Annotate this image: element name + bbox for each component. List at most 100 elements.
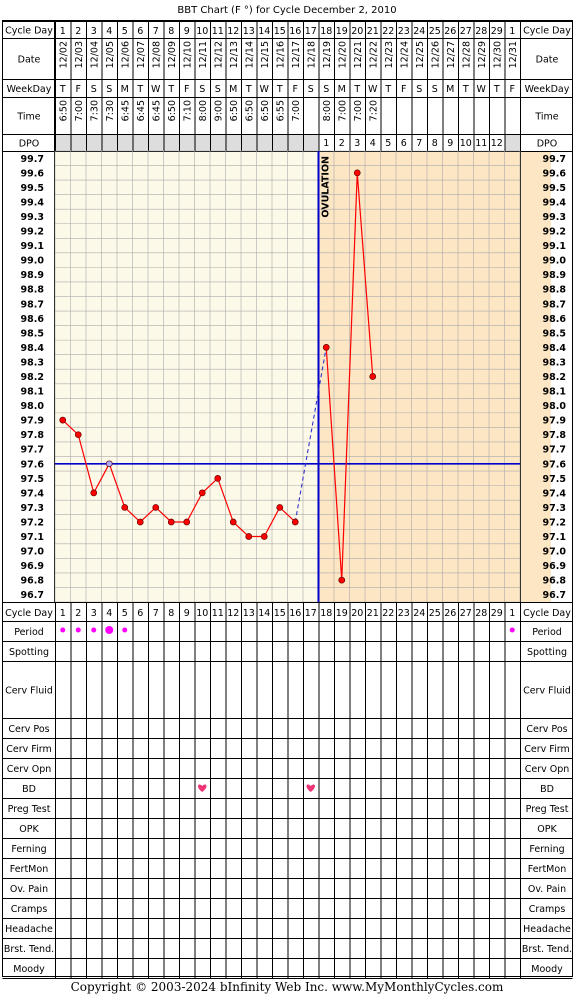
date-label: 12/05 [105, 41, 116, 68]
symptom-label: Headache [5, 924, 53, 935]
symptom-label: BD [22, 784, 36, 795]
time-label: 7:20 [368, 100, 379, 121]
symptom-label: Spotting [9, 647, 49, 658]
cycle-day-number-bottom: 8 [168, 608, 174, 619]
symptom-label-right: FertMon [528, 864, 566, 875]
weekday-label: S [91, 84, 97, 95]
row-label-cycle-day-bottom-right: Cycle Day [523, 608, 571, 619]
time-label: 9:00 [213, 100, 224, 121]
weekday-label: S [308, 84, 314, 95]
weekday-label: T [384, 84, 391, 95]
weekday-label: S [323, 84, 329, 95]
temp-point [90, 489, 98, 497]
row-label-cycle_day: Cycle Day [5, 26, 53, 37]
y-tick-label-right: 98.0 [543, 401, 567, 412]
weekday-label: W [151, 84, 161, 95]
y-tick-label-right: 98.3 [543, 357, 566, 368]
time-label: 6:50 [260, 100, 271, 121]
date-label: 12/03 [74, 41, 85, 68]
temp-point [229, 518, 237, 526]
cycle-day-number-bottom: 5 [122, 608, 128, 619]
y-tick-label: 99.7 [21, 154, 44, 165]
symptom-label: FertMon [10, 864, 48, 875]
y-tick-label-right: 97.5 [543, 474, 566, 485]
cycle-day-number-bottom: 4 [106, 608, 112, 619]
temp-point [198, 489, 206, 497]
y-tick-label: 97.9 [21, 416, 44, 427]
cycle-day-number-bottom: 24 [413, 608, 425, 619]
cycle-day-number: 24 [413, 26, 425, 37]
period-dot [91, 627, 97, 633]
date-label: 12/06 [120, 41, 131, 68]
cycle-day-number-bottom: 9 [184, 608, 190, 619]
temp-point [152, 504, 160, 511]
date-label: 12/10 [182, 41, 193, 68]
date-label: 12/09 [167, 41, 178, 68]
temp-point [121, 504, 129, 511]
time-label: 6:50 [244, 100, 255, 121]
y-tick-label-right: 96.9 [543, 561, 566, 572]
symptom-label-right: Ferning [529, 844, 564, 855]
date-label: 12/02 [58, 41, 69, 68]
y-tick-label: 98.7 [21, 299, 44, 310]
y-tick-label: 98.3 [21, 357, 44, 368]
copyright-text: Copyright © 2003-2024 bInfinity Web Inc.… [71, 980, 504, 994]
y-tick-label: 96.9 [21, 561, 44, 572]
weekday-label: W [368, 84, 378, 95]
temp-point [353, 169, 361, 177]
symptom-label-right: Moody [531, 964, 563, 975]
y-tick-label-right: 98.7 [543, 299, 566, 310]
date-label: 12/27 [446, 41, 457, 68]
cycle-day-number-bottom: 15 [274, 608, 286, 619]
cycle-day-number: 23 [398, 26, 410, 37]
y-tick-label-right: 98.1 [543, 387, 566, 398]
date-label: 12/25 [415, 41, 426, 68]
symptom-label-right: Cramps [529, 904, 566, 915]
y-tick-label: 98.8 [21, 285, 45, 296]
y-tick-label-right: 97.1 [543, 532, 566, 543]
symptom-label: OPK [19, 824, 39, 835]
cycle-day-number: 28 [475, 26, 487, 37]
row-label-dpo: DPO [19, 139, 40, 150]
y-tick-label: 98.9 [21, 270, 44, 281]
cycle-day-number: 19 [336, 26, 348, 37]
date-label: 12/19 [322, 41, 333, 68]
cycle-day-number-bottom: 27 [460, 608, 472, 619]
cycle-day-number: 21 [367, 26, 379, 37]
temp-point [59, 416, 67, 424]
dpo-number: 12 [491, 138, 503, 149]
symptom-label: Cramps [11, 904, 48, 915]
temp-point [214, 474, 222, 482]
cycle-day-number: 3 [91, 26, 97, 37]
y-tick-label-right: 97.9 [543, 416, 566, 427]
date-label: 12/28 [461, 41, 472, 68]
date-label: 12/26 [430, 41, 441, 68]
y-tick-label: 99.0 [21, 256, 45, 267]
cycle-day-number: 7 [153, 26, 159, 37]
chart-grid [2, 20, 573, 979]
cycle-day-number-bottom: 3 [91, 608, 97, 619]
row-label-cycle-day-bottom: Cycle Day [5, 608, 53, 619]
weekday-label: M [338, 84, 346, 95]
y-tick-label-right: 98.5 [543, 328, 566, 339]
symptom-label-right: OPK [537, 824, 557, 835]
y-tick-label-right: 97.2 [543, 517, 566, 528]
time-label: 7:00 [353, 100, 364, 121]
symptom-label-right: Cerv Firm [524, 744, 569, 755]
temp-point [291, 518, 299, 526]
row-label-weekday: WeekDay [7, 84, 52, 95]
cycle-day-number-bottom: 6 [137, 608, 143, 619]
symptom-label: Cerv Pos [8, 724, 49, 735]
post-ovulation-region [318, 151, 551, 602]
cycle-day-number-bottom: 26 [444, 608, 456, 619]
y-tick-label: 96.7 [21, 590, 44, 601]
weekday-label: T [353, 84, 360, 95]
cycle-day-number-bottom: 25 [429, 608, 441, 619]
dpo-number: 4 [370, 138, 376, 149]
cycle-day-number-bottom: 16 [289, 608, 301, 619]
temp-point [183, 518, 191, 526]
symptom-label: Preg Test [8, 804, 51, 815]
date-label: 12/08 [151, 41, 162, 68]
time-label: 6:50 [167, 100, 178, 121]
